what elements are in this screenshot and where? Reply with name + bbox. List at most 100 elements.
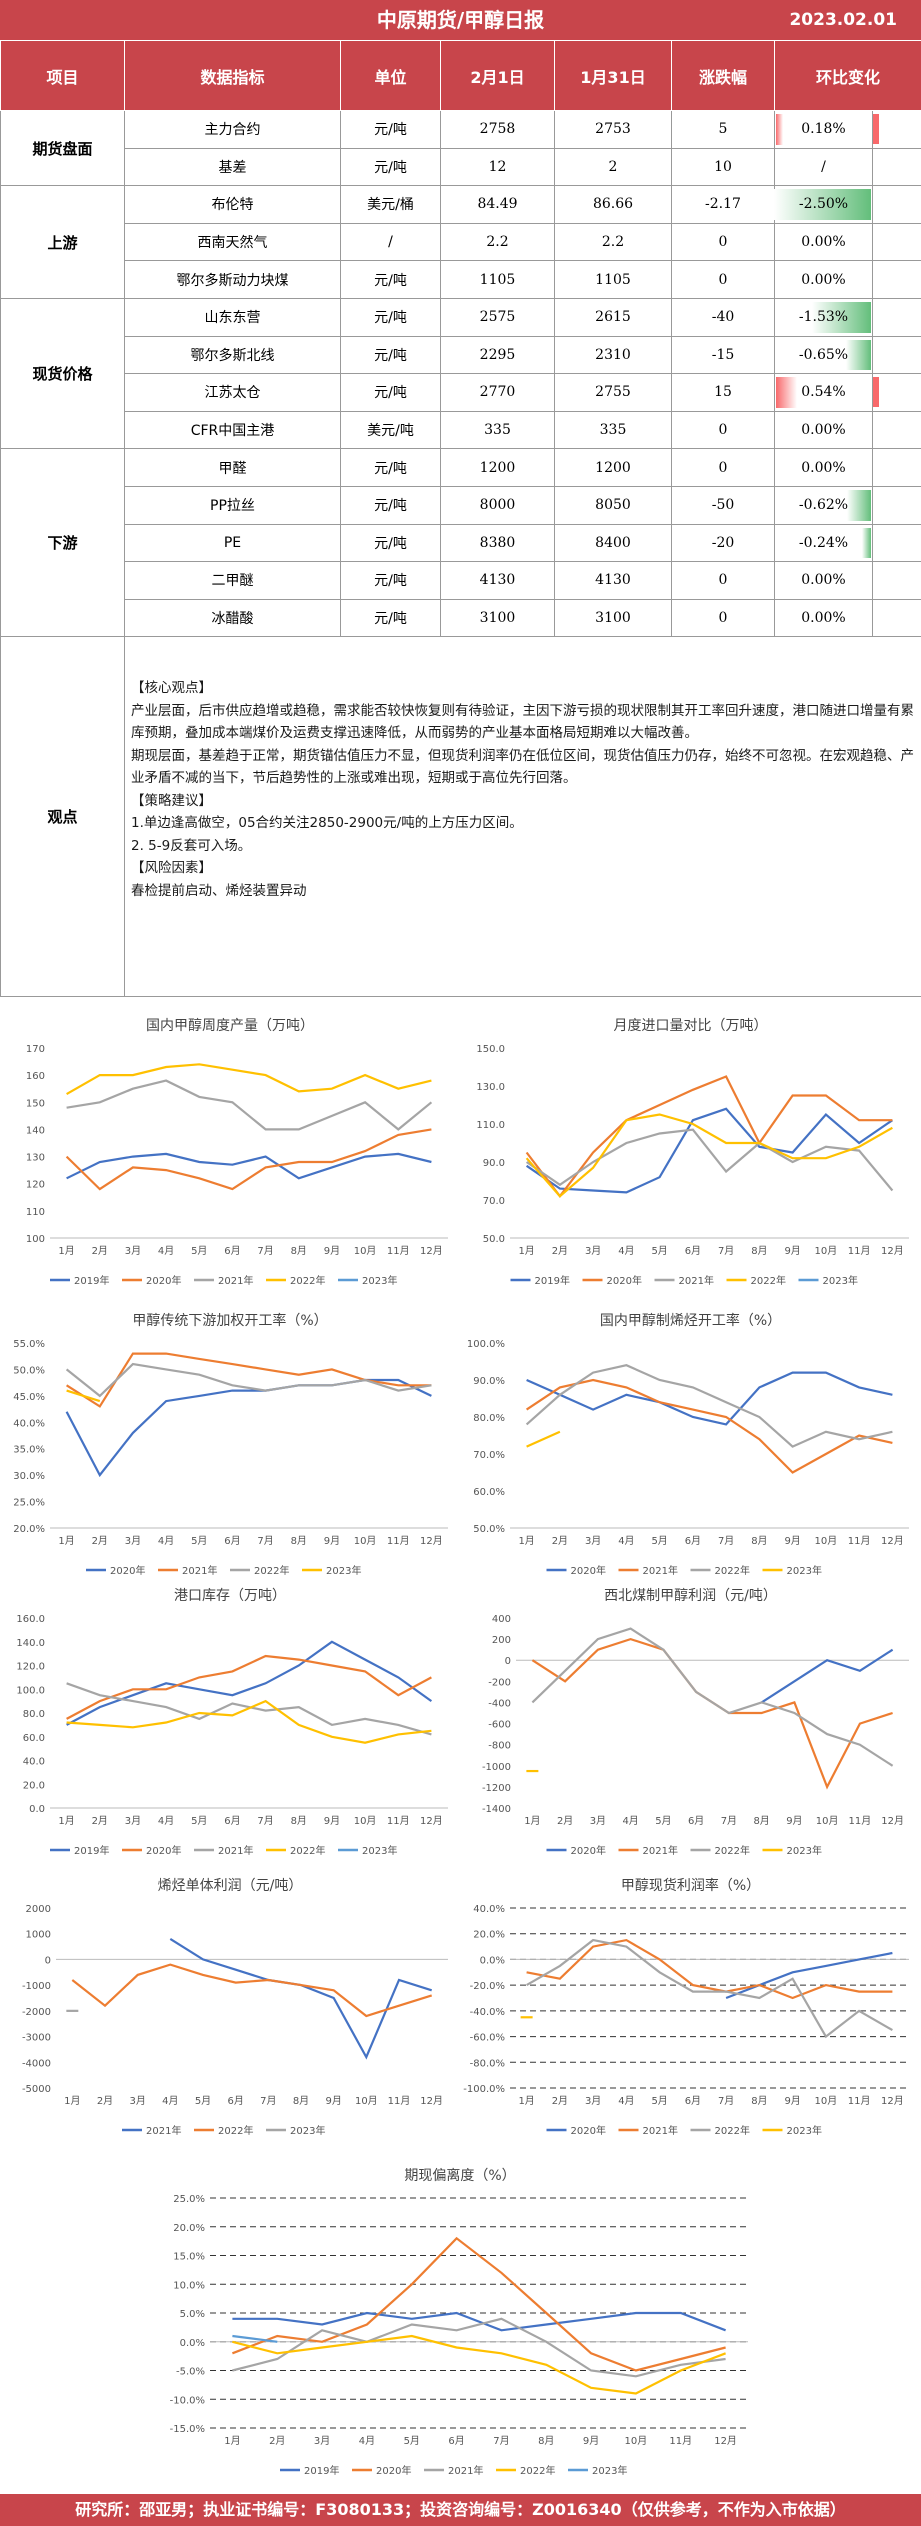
x-tick-label: 2月	[552, 1535, 568, 1547]
table-row: 期货盘面 主力合约 元/吨 2758 2753 5 0.18%	[0, 109, 921, 187]
table-row: 鄂尔多斯动力块煤 元/吨 1105 1105 0 0.00%	[1, 260, 921, 299]
series-line-2019年	[525, 1107, 894, 1194]
x-tick-label: 1月	[518, 2095, 534, 2107]
x-tick-label: 5月	[195, 2095, 211, 2107]
cell-value-date2: 335	[554, 410, 672, 450]
databar-cell	[871, 147, 921, 187]
x-tick-label: 7月	[257, 1535, 273, 1547]
col-header-pct: 环比变化	[773, 40, 921, 111]
y-tick-label: 90.0	[483, 1158, 505, 1169]
x-tick-label: 12月	[714, 2435, 737, 2447]
legend-label: 2020年	[146, 1844, 181, 1857]
y-tick-label: -100.0%	[463, 2084, 505, 2095]
chart-svg: 月度进口量对比（万吨） 50.0 70.0 90.0 110.0 130.0 150.0 1月…	[476, 1018, 909, 1287]
cell-value-date1: 1105	[440, 260, 555, 299]
legend-label: 2021年	[182, 1564, 217, 1577]
x-tick-label: 4月	[618, 1245, 634, 1257]
legend-label: 2023年	[592, 2464, 627, 2477]
table-row: 基差 元/吨 12 2 10 /	[1, 147, 921, 187]
x-tick-label: 6月	[685, 1245, 701, 1257]
cell-value-date1: 3100	[440, 598, 555, 638]
cell-indicator: 主力合约	[124, 110, 341, 149]
y-tick-label: 25.0%	[173, 2194, 205, 2205]
cell-value-date1: 2.2	[440, 222, 555, 262]
x-tick-label: 1月	[58, 1815, 74, 1827]
x-tick-label: 4月	[618, 2095, 634, 2107]
cell-indicator: 江苏太仓	[124, 373, 341, 412]
y-tick-label: 110.0	[476, 1120, 505, 1131]
cell-value-date2: 1200	[554, 448, 672, 487]
chart-c3: 甲醇传统下游加权开工率（%） 20.0% 25.0% 30.0% 35.0% 40.0% 4…	[0, 1305, 460, 1590]
cell-indicator: PP拉丝	[124, 485, 341, 525]
databar-cell	[871, 523, 921, 563]
legend-label: 2023年	[362, 1274, 397, 1287]
cell-change: 0	[671, 260, 775, 299]
y-tick-label: 100.0	[16, 1685, 45, 1696]
legend-label: 2022年	[751, 1274, 786, 1287]
cell-pct-change: 0.54%	[774, 373, 873, 412]
x-tick-label: 5月	[404, 2435, 420, 2447]
x-tick-label: 5月	[191, 1815, 207, 1827]
y-tick-label: 40.0	[23, 1757, 45, 1768]
chart-title: 月度进口量对比（万吨）	[614, 1018, 768, 1034]
legend-label: 2021年	[643, 1564, 678, 1577]
cell-change: 0	[671, 561, 775, 600]
y-tick-label: 0	[45, 1955, 51, 1966]
x-tick-label: 3月	[125, 1535, 141, 1547]
series-line-2022年	[232, 2334, 726, 2395]
cell-unit: 元/吨	[340, 335, 441, 375]
cell-change: -2.17	[671, 185, 775, 224]
y-tick-label: 30.0%	[13, 1471, 45, 1482]
y-tick-label: 0.0%	[480, 1955, 505, 1966]
cell-indicator: 鄂尔多斯动力块煤	[124, 260, 341, 299]
x-tick-label: 2月	[552, 2095, 568, 2107]
series-line-2020年	[65, 1378, 432, 1478]
x-tick-label: 5月	[191, 1535, 207, 1547]
y-tick-label: 15.0%	[173, 2252, 205, 2263]
chart-title: 甲醇传统下游加权开工率（%）	[132, 1312, 327, 1329]
col-header-date2: 1月31日	[554, 40, 672, 111]
pct-value: -0.62%	[798, 497, 849, 514]
table-row: 二甲醚 元/吨 4130 4130 0 0.00%	[1, 561, 921, 600]
x-tick-label: 7月	[257, 1815, 273, 1827]
x-tick-label: 9月	[325, 2095, 341, 2107]
viewpoint-line: 春检提前启动、烯烃装置异动	[131, 882, 307, 899]
y-tick-label: 50.0%	[13, 1365, 45, 1376]
series-line-2021年	[526, 1938, 893, 2000]
x-tick-label: 12月	[420, 1815, 443, 1827]
x-tick-label: 6月	[224, 1815, 240, 1827]
legend-label: 2023年	[787, 2124, 822, 2137]
pct-value: 0.00%	[801, 610, 846, 627]
y-tick-label: 20.0%	[473, 1930, 505, 1941]
chart-svg: 国内甲醇制烯烃开工率（%） 50.0% 60.0% 70.0% 80.0% 90.0% 10…	[467, 1312, 909, 1577]
pct-value: 0.00%	[801, 572, 846, 589]
x-tick-label: 5月	[191, 1245, 207, 1257]
x-tick-label: 4月	[158, 1535, 174, 1547]
legend-label: 2022年	[520, 2464, 555, 2477]
y-tick-label: 20.0%	[13, 1524, 45, 1535]
x-tick-label: 8月	[751, 1245, 767, 1257]
x-tick-label: 4月	[158, 1815, 174, 1827]
cell-value-date2: 2755	[554, 373, 672, 412]
x-tick-label: 9月	[583, 2435, 599, 2447]
table-row: 冰醋酸 元/吨 3100 3100 0 0.00%	[1, 598, 921, 638]
legend-label: 2023年	[823, 1274, 858, 1287]
x-tick-label: 7月	[718, 1535, 734, 1547]
legend-label: 2021年	[679, 1274, 714, 1287]
y-tick-label: -3000	[22, 2033, 51, 2044]
x-tick-label: 10月	[354, 1815, 377, 1827]
y-tick-label: 150	[26, 1098, 45, 1109]
x-tick-label: 1月	[524, 1815, 540, 1827]
y-tick-label: 20.0%	[173, 2223, 205, 2234]
x-tick-label: 8月	[751, 2095, 767, 2107]
y-tick-label: 100.0%	[467, 1339, 505, 1350]
viewpoint-line: 【策略建议】	[131, 792, 212, 809]
cell-change: 0	[671, 222, 775, 262]
legend-label: 2019年	[74, 1274, 109, 1287]
series-line-2023年	[526, 1430, 561, 1448]
chart-title: 甲醇现货利润率（%）	[621, 1877, 760, 1894]
cell-value-date1: 2758	[440, 110, 555, 149]
legend-label: 2021年	[448, 2464, 483, 2477]
y-tick-label: -5000	[22, 2084, 51, 2095]
x-tick-label: 4月	[162, 2095, 178, 2107]
